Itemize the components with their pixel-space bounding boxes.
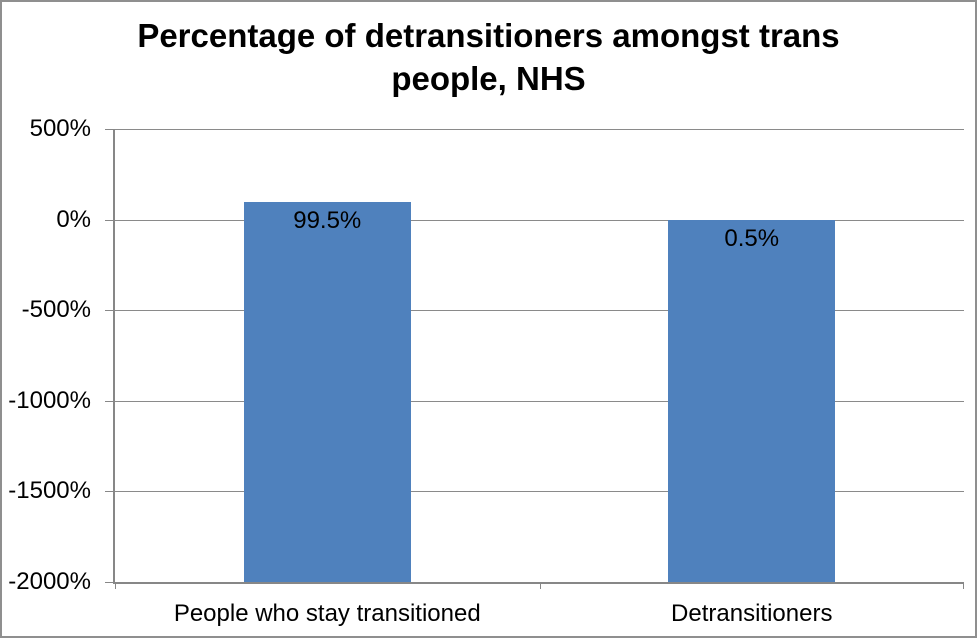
y-axis-tick-label: -500%: [21, 296, 91, 324]
category-label: People who stay transitioned: [173, 600, 481, 627]
x-axis-tick: [115, 582, 116, 589]
gridline: [115, 219, 964, 221]
plot-area: 99.5% 0.5%: [105, 129, 964, 589]
gridline: [115, 491, 964, 493]
y-axis-tick: [105, 400, 115, 402]
y-axis-tick-label: 0%: [56, 205, 91, 233]
y-axis-tick: [105, 219, 115, 221]
chart-title: Percentage of detransitioners amongst tr…: [2, 14, 975, 100]
y-axis-tick-label: -2000%: [8, 568, 91, 595]
gridline: [115, 310, 964, 312]
bar-detransitioners: 0.5%: [668, 219, 836, 582]
y-axis-tick: [105, 129, 115, 130]
data-label: 0.5%: [724, 224, 780, 252]
data-label: 99.5%: [293, 206, 362, 234]
chart-title-line-1: Percentage of detransitioners amongst tr…: [137, 17, 840, 54]
y-axis-tick: [105, 310, 115, 312]
y-axis-tick-label: -1500%: [8, 477, 91, 505]
y-axis-tick-label: -1000%: [8, 386, 91, 414]
x-axis-tick: [963, 582, 964, 589]
y-axis-tick-label: 500%: [29, 115, 91, 142]
category-label: Detransitioners: [671, 600, 833, 627]
bar-people-who-stay-transitioned: 99.5%: [243, 201, 411, 582]
y-axis-tick: [105, 582, 115, 583]
x-axis-tick: [539, 582, 541, 589]
chart-title-line-2: people, NHS: [391, 60, 586, 97]
gridline: [115, 400, 964, 402]
gridline: [115, 129, 964, 130]
y-axis-tick: [105, 491, 115, 493]
